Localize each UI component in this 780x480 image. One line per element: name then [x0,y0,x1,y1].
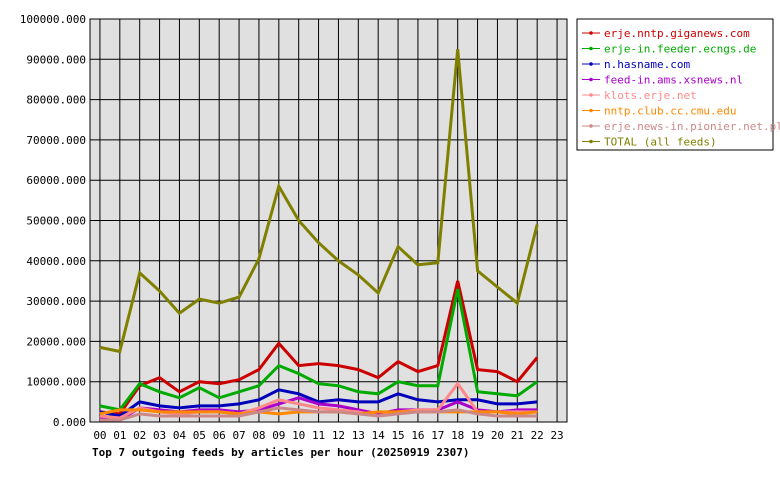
y-tick-label: 80000.000 [26,94,86,107]
y-axis-ticks: 0.000 10000.000 20000.000 30000.000 40000.00… [20,13,86,429]
legend-label: klots.erje.net [604,89,697,102]
x-tick-label: 13 [352,429,365,442]
y-tick-label: 70000.000 [26,134,86,147]
x-tick-label: 06 [213,429,226,442]
legend-marker [589,62,593,66]
x-tick-label: 05 [193,429,206,442]
legend-marker [589,93,593,97]
y-tick-label: 30000.000 [26,295,86,308]
series-line-0 [99,280,539,416]
x-axis-ticks: 00 01 02 03 04 05 06 07 08 09 10 11 12 13 14 15 16 17 18 19… [93,429,563,442]
x-tick-label: 11 [312,429,325,442]
series-line-6 [99,406,538,422]
y-tick-label: 0.000 [53,416,86,429]
legend-label: erje.news-in.pionier.net.pl [604,120,780,133]
y-tick-label: 50000.000 [26,215,86,228]
y-tick-label: 100000.000 [20,13,86,26]
legend-marker [589,77,593,82]
x-tick-label: 14 [372,429,386,442]
x-tick-label: 12 [332,429,345,442]
x-tick-label: 04 [173,429,187,442]
legend: erje.nntp.giganews.com erje-in.feeder.ecn… [576,18,780,151]
legend-label: TOTAL (all feeds) [604,136,717,149]
x-tick-label: 23 [550,429,563,442]
y-tick-label: 90000.000 [26,53,86,66]
x-tick-label: 10 [292,429,305,442]
y-tick-label: 10000.000 [26,376,86,389]
series-line-7 [99,49,539,354]
legend-label: feed-in.ams.xsnews.nl [604,74,743,87]
chart-title: Top 7 outgoing feeds by articles per hou… [92,446,470,459]
series-line-1 [99,288,539,412]
x-tick-label: 08 [252,429,265,442]
series-line-2 [99,388,538,418]
legend-marker [589,108,593,113]
x-tick-label: 00 [93,429,106,442]
series-lines [99,49,539,422]
x-tick-label: 22 [531,429,544,442]
legend-box [576,18,774,151]
y-tick-label: 40000.000 [26,255,86,268]
x-tick-label: 16 [411,429,424,442]
x-tick-label: 17 [431,429,444,442]
x-tick-label: 19 [471,429,484,442]
legend-label: n.hasname.com [604,58,690,71]
legend-label: erje-in.feeder.ecngs.de [604,43,756,56]
gridlines [90,18,567,423]
x-tick-label: 03 [153,429,166,442]
y-tick-label: 20000.000 [26,335,86,348]
legend-label: nntp.club.cc.cmu.edu [604,105,736,118]
x-tick-label: 02 [133,429,146,442]
legend-marker [589,139,593,144]
x-tick-label: 01 [113,429,126,442]
legend-marker [589,31,593,35]
x-tick-label: 07 [232,429,245,442]
y-tick-label: 60000.000 [26,174,86,187]
legend-marker [589,124,593,128]
legend-marker [589,46,593,51]
x-tick-label: 18 [451,429,464,442]
x-tick-label: 09 [272,429,285,442]
x-tick-label: 20 [491,429,504,442]
x-tick-label: 21 [511,429,524,442]
legend-label: erje.nntp.giganews.com [604,27,750,40]
x-tick-label: 15 [391,429,404,442]
